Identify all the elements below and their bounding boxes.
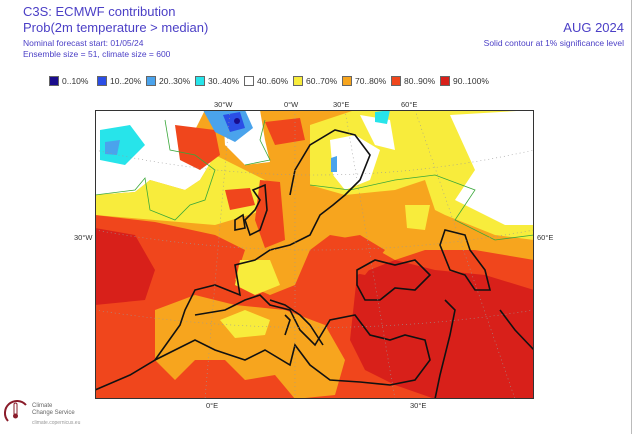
grid-label-top: 60°E — [401, 100, 418, 109]
frame-edge — [631, 0, 632, 434]
legend-label: 60..70% — [306, 76, 338, 86]
region-70-80 — [155, 295, 345, 399]
legend-label: 90..100% — [453, 76, 489, 86]
legend-item: 60..70% — [293, 76, 337, 86]
logo-name-2: Change Service — [32, 410, 75, 416]
grid-label-top: 0°W — [284, 100, 299, 109]
legend-label: 0..10% — [62, 76, 89, 86]
copernicus-logo: Climate Change Service climate.copernicus… — [2, 395, 122, 431]
logo-url: climate.copernicus.eu — [32, 420, 81, 426]
region-10-20 — [223, 112, 245, 132]
region-90-100 — [95, 228, 155, 305]
legend-item: 10..20% — [97, 76, 141, 86]
region-20-30 — [331, 156, 337, 172]
legend-item: 30..40% — [195, 76, 239, 86]
legend-swatch — [97, 76, 107, 86]
legend-label: 80..90% — [404, 76, 436, 86]
region-40-60 — [330, 135, 380, 190]
forecast-start: Nominal forecast start: 01/05/24 — [23, 38, 144, 48]
logo-name-1: Climate — [32, 403, 53, 409]
grid-label-top: 30°W — [214, 100, 233, 109]
map-frame — [95, 110, 534, 399]
legend-label: 40..60% — [257, 76, 289, 86]
ensemble-size: Ensemble size = 51, climate size = 600 — [23, 49, 171, 59]
region-0-10 — [234, 118, 240, 124]
region-80-90 — [175, 125, 220, 170]
region-30-40 — [100, 125, 145, 165]
legend-label: 20..30% — [159, 76, 191, 86]
chart-subtitle: Prob(2m temperature > median) — [23, 20, 209, 35]
legend-label: 10..20% — [110, 76, 142, 86]
legend-label: 70..80% — [355, 76, 387, 86]
grid-label-left: 30°W — [74, 233, 93, 242]
legend-item: 20..30% — [146, 76, 190, 86]
legend-item: 40..60% — [244, 76, 288, 86]
region-20-30 — [105, 140, 120, 155]
legend-item: 90..100% — [440, 76, 489, 86]
region-60-70 — [405, 205, 430, 230]
grid-label-bottom: 30°E — [410, 401, 427, 410]
legend-label: 30..40% — [208, 76, 240, 86]
grid-label-top: 30°E — [333, 100, 350, 109]
logo-text: Climate Change Service — [32, 403, 75, 417]
coastlines — [95, 129, 534, 399]
region-90-100 — [350, 260, 534, 399]
legend-swatch — [195, 76, 205, 86]
thermometer-cloud-icon — [3, 399, 27, 422]
legend-item: 0..10% — [49, 76, 88, 86]
legend-swatch — [342, 76, 352, 86]
region-80-90 — [225, 188, 255, 210]
forecast-period: AUG 2024 — [563, 20, 624, 35]
region-80-90 — [255, 180, 285, 248]
legend-item: 70..80% — [342, 76, 386, 86]
region-80-90 — [330, 235, 385, 275]
legend-swatch — [49, 76, 59, 86]
contour-note: Solid contour at 1% significance level — [483, 38, 624, 48]
region-30-40 — [375, 110, 390, 124]
legend-item: 80..90% — [391, 76, 435, 86]
region-60-70 — [220, 310, 270, 338]
chart-title: C3S: ECMWF contribution — [23, 4, 176, 19]
legend-swatch — [244, 76, 254, 86]
significance-contour — [95, 119, 534, 241]
graticule — [95, 110, 534, 399]
probability-map — [95, 110, 534, 399]
grid-label-right: 60°E — [537, 233, 554, 242]
region-60-70 — [235, 260, 280, 295]
legend-swatch — [440, 76, 450, 86]
legend-swatch — [146, 76, 156, 86]
grid-label-bottom: 0°E — [206, 401, 219, 410]
legend-swatch — [293, 76, 303, 86]
legend-swatch — [391, 76, 401, 86]
